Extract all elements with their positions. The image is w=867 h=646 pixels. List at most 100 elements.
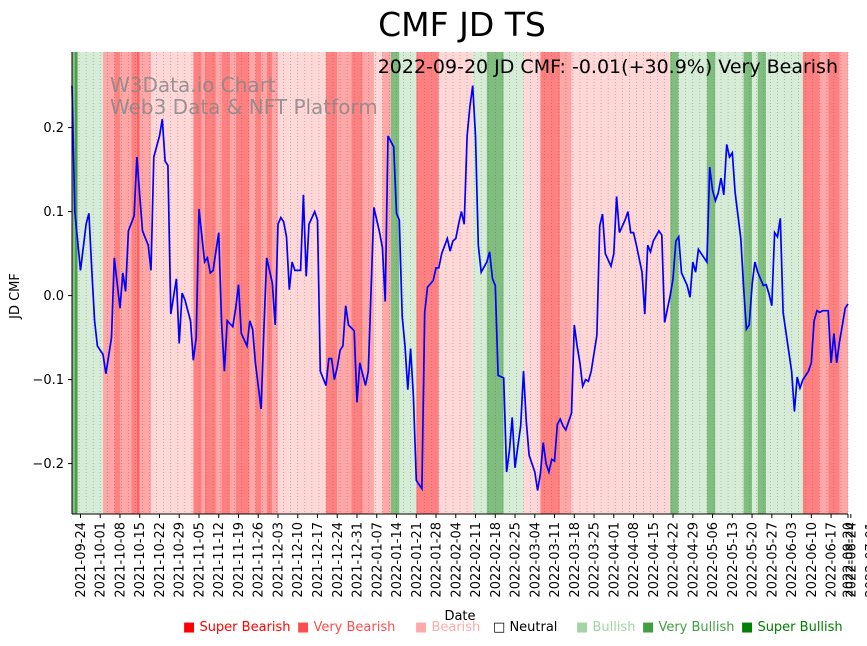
x-tick-label: 2022-01-07 [370, 522, 385, 598]
x-tick-label: 2022-02-25 [509, 522, 524, 598]
legend-neutral-icon: □ [493, 620, 506, 635]
legend-very-bullish: ■ Very Bullish [642, 620, 735, 635]
x-tick-label: 2021-10-15 [133, 522, 148, 598]
cmf-chart: CMF JD TS W3Data.io Chart Web3 Data & NF… [8, 5, 867, 620]
x-tick-label: 2022-03-04 [528, 522, 543, 598]
x-tick-label: 2022-06-24 [844, 522, 859, 598]
y-tick-label: 0.0 [43, 289, 64, 304]
signal-band [325, 52, 338, 514]
legend-super-bearish-icon: ■ [183, 620, 196, 635]
signal-band [77, 52, 104, 514]
x-tick-label: 2022-02-11 [469, 522, 484, 598]
chart-title: CMF JD TS [378, 5, 546, 44]
x-tick-label: 2022-01-21 [410, 522, 425, 598]
signal-band [72, 52, 75, 514]
legend-neutral: □ Neutral [493, 620, 557, 635]
legend-very-bearish: ■ Very Bearish [297, 620, 395, 635]
legend-very-bearish-icon: ■ [297, 620, 310, 635]
signal-band [670, 52, 679, 514]
legend-super-bullish-icon: ■ [741, 620, 754, 635]
signal-band [136, 52, 140, 514]
x-tick-label: 2022-03-18 [568, 522, 583, 598]
legend-bearish-icon: ■ [415, 620, 428, 635]
signal-band [819, 52, 829, 514]
signal-band [261, 52, 267, 514]
x-tick-label: 2021-11-19 [232, 522, 247, 598]
signal-legend: ■ Super Bearish ■ Very Bearish ■ Bearish… [0, 620, 867, 640]
legend-label: Neutral [509, 620, 558, 635]
signal-band [204, 52, 216, 514]
signal-band [131, 52, 137, 514]
legend-very-bullish-icon: ■ [642, 620, 655, 635]
x-tick-label: 2022-03-25 [588, 522, 603, 598]
signal-band [540, 52, 561, 514]
signal-band [771, 52, 803, 514]
x-tick-label: 2021-12-17 [311, 522, 326, 598]
x-tick-label: 2022-01-14 [390, 522, 405, 598]
legend-super-bullish: ■ Super Bullish [741, 620, 843, 635]
signal-band [382, 52, 391, 514]
signal-band [766, 52, 772, 514]
signal-band [230, 52, 236, 514]
x-tick-label: 2022-06-17 [825, 522, 840, 598]
y-tick-label: 0.2 [43, 121, 64, 136]
signal-band [373, 52, 383, 514]
signal-band [249, 52, 256, 514]
signal-band [523, 52, 541, 514]
x-tick-label: 2022-03-11 [548, 522, 563, 598]
x-tick-label: 2021-12-03 [272, 522, 287, 598]
legend-label: Very Bullish [658, 620, 735, 635]
x-tick-label: 2022-04-15 [647, 522, 662, 598]
chart-subtitle: 2022-09-20 JD CMF: -0.01(+30.9%) Very Be… [378, 56, 838, 78]
x-tick-label: 2022-02-18 [489, 522, 504, 598]
x-tick-label: 2022-06-10 [805, 522, 820, 598]
watermark: W3Data.io Chart Web3 Data & NFT Platform [110, 73, 378, 119]
x-tick-label: 2021-09-24 [74, 522, 89, 598]
x-tick-label: 2021-11-12 [212, 522, 227, 598]
signal-band [571, 52, 595, 514]
y-tick-label: 0.1 [43, 205, 64, 220]
signal-band [438, 52, 473, 514]
signal-band [706, 52, 716, 514]
legend-label: Super Bullish [757, 620, 843, 635]
x-tick-label: 2022-05-27 [765, 522, 780, 598]
x-tick-label: 2022-01-28 [430, 522, 445, 598]
signal-band [255, 52, 262, 514]
signal-band [743, 52, 753, 514]
signal-band [215, 52, 222, 514]
signal-band [687, 52, 707, 514]
x-axis-label: Date [444, 609, 475, 620]
signal-band [715, 52, 744, 514]
signal-band [201, 52, 205, 514]
signal-band [235, 52, 250, 514]
x-tick-label: 2021-10-01 [94, 522, 109, 598]
y-axis-label: JD CMF [8, 273, 23, 320]
x-tick-label: 2022-04-08 [627, 522, 642, 598]
signal-band [594, 52, 628, 514]
vertical-gridlines [71, 52, 849, 514]
signal-band [752, 52, 758, 514]
y-tick-label: −0.1 [32, 373, 64, 388]
signal-band [139, 52, 152, 514]
signal-band [416, 52, 439, 514]
x-tick-label: 2021-10-29 [173, 522, 188, 598]
x-tick-label: 2022-09-20 [842, 522, 857, 598]
watermark-line-1: W3Data.io Chart [110, 73, 276, 97]
signal-band [221, 52, 231, 514]
legend-label: Bearish [431, 620, 481, 635]
x-tick-label: 2021-12-24 [331, 522, 346, 598]
x-tick-label: 2021-11-05 [193, 522, 208, 598]
signal-band [678, 52, 688, 514]
x-tick-label: 2022-07-01 [864, 522, 867, 598]
signal-band [103, 52, 115, 514]
x-tick-label: 2021-12-31 [351, 522, 366, 598]
legend-label: Super Bearish [199, 620, 291, 635]
y-axis-ticks: 0.2 0.1 0.0 −0.1 −0.2 [32, 121, 72, 472]
signal-band [503, 52, 524, 514]
x-axis-ticks: 2021-09-24 2021-10-01 2021-10-08 2021-10-15… [74, 514, 867, 598]
x-tick-label: 2021-10-22 [153, 522, 168, 598]
signal-band [74, 52, 78, 514]
x-tick-label: 2022-02-04 [449, 522, 464, 598]
legend-label: Very Bearish [313, 620, 396, 635]
x-tick-label: 2022-04-22 [667, 522, 682, 598]
